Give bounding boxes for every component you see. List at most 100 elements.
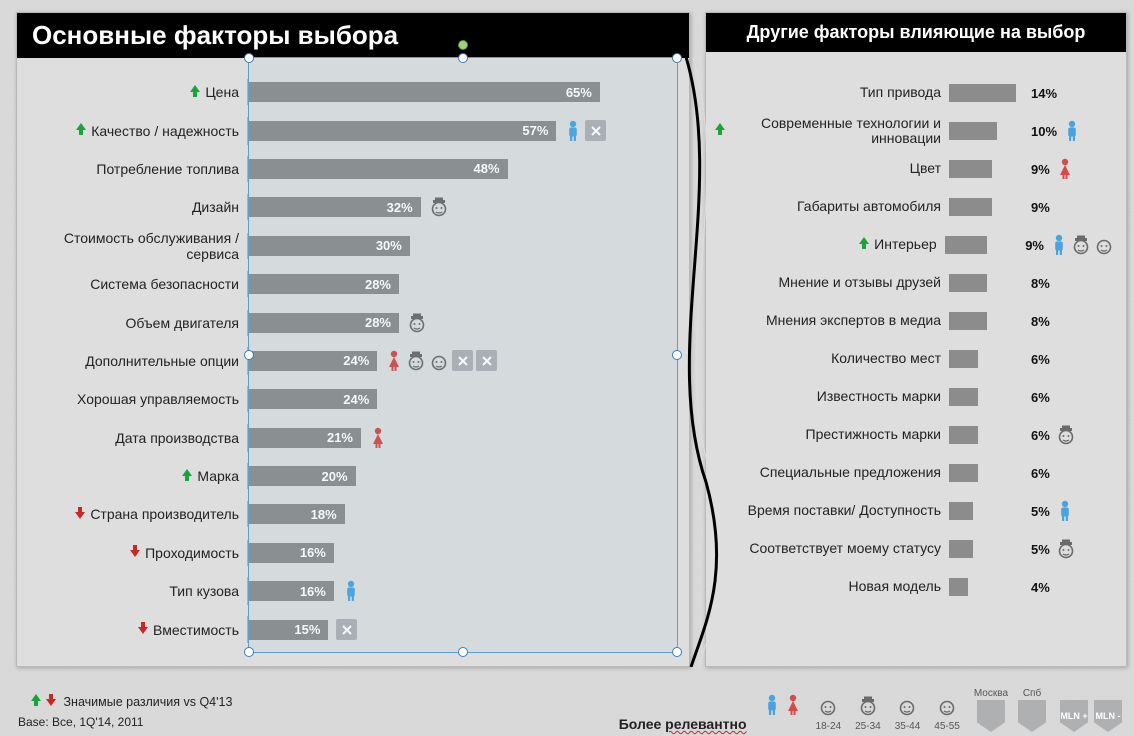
other-factor-value: 6% — [1031, 466, 1050, 481]
other-factor-label-text: Тип привода — [860, 85, 941, 100]
relevance-age-group: 45-55 — [934, 696, 960, 732]
factor-row: Вместимость 15% — [32, 610, 674, 648]
other-factor-label: Тип привода — [714, 85, 949, 100]
factor-label: Страна производитель — [32, 506, 247, 523]
main-factors-rows: Цена 65% Качество / надежность 57% Потре… — [17, 58, 689, 659]
factor-label-text: Дата производства — [115, 430, 239, 446]
age4-icon — [937, 696, 957, 719]
factor-bar: 65% — [247, 82, 600, 102]
other-factor-row: Мнения экспертов в медиа 8% — [714, 302, 1114, 340]
other-factor-label-text: Габариты автомобиля — [797, 199, 941, 214]
factor-label-text: Дизайн — [192, 199, 239, 215]
relevance-legend: Более релевантно 18-2425-3435-4445-55Мос… — [619, 688, 1122, 732]
factor-label: Дополнительные опции — [32, 353, 247, 369]
other-factor-bar-wrap — [949, 464, 1025, 482]
other-factor-bar — [949, 350, 978, 368]
significance-legend: Значимые различия vs Q4'13 — [18, 693, 232, 712]
factor-icons — [369, 427, 387, 449]
other-factor-label-text: Цвет — [910, 161, 941, 176]
other-factor-label-text: Специальные предложения — [760, 465, 941, 480]
factor-bar-cell: 20% — [247, 466, 674, 486]
other-factor-bar-wrap — [949, 160, 1025, 178]
other-factor-label: Современные технологии и инновации — [714, 116, 949, 147]
other-factor-row: Время поставки/ Доступность 5% — [714, 492, 1114, 530]
other-factor-label: Известность марки — [714, 389, 949, 404]
other-factor-label-text: Мнение и отзывы друзей — [778, 275, 941, 290]
other-factor-icons — [1056, 500, 1074, 522]
other-factor-row: Интерьер 9% — [714, 226, 1114, 264]
factor-row: Система безопасности 28% — [32, 265, 674, 303]
page-root: Основные факторы выбора Цена 65% Качеств… — [0, 0, 1134, 736]
other-factor-bar — [949, 160, 992, 178]
factor-bar-cell: 28% — [247, 313, 674, 333]
city-label: Спб — [1023, 688, 1041, 699]
other-factor-bar-wrap — [949, 312, 1025, 330]
other-factor-icons — [1056, 539, 1076, 559]
factor-row: Страна производитель 18% — [32, 495, 674, 533]
other-factor-value: 8% — [1031, 276, 1050, 291]
other-factor-bar-wrap — [949, 578, 1025, 596]
other-factor-label: Интерьер — [714, 236, 945, 253]
other-factor-label-text: Интерьер — [874, 237, 937, 252]
factor-icons — [385, 350, 497, 372]
arrow-down-icon — [135, 621, 149, 638]
city-label: Москва — [974, 688, 1008, 699]
other-factor-label: Мнения экспертов в медиа — [714, 313, 949, 328]
arrow-down-icon — [127, 544, 141, 561]
arrow-up-icon — [73, 122, 87, 139]
factor-bar: 28% — [247, 274, 399, 294]
other-factor-bar-wrap — [949, 198, 1025, 216]
arrow-up-icon — [858, 236, 870, 253]
factor-bar-cell: 15% — [247, 619, 674, 640]
other-factor-label: Соответствует моему статусу — [714, 541, 949, 556]
factor-bar-cell: 30% — [247, 236, 674, 256]
factor-bar: 32% — [247, 197, 421, 217]
other-factor-value: 4% — [1031, 580, 1050, 595]
other-factor-label: Количество мест — [714, 351, 949, 366]
factor-bar-cell: 65% — [247, 82, 674, 102]
other-factor-bar-wrap — [945, 236, 1020, 254]
mln-shield-icon: MLN - — [1094, 700, 1122, 732]
other-factor-label-text: Известность марки — [817, 389, 941, 404]
factor-bar: 24% — [247, 351, 377, 371]
other-factor-label-text: Мнения экспертов в медиа — [766, 313, 941, 328]
factor-row: Стоимость обслуживания /сервиса 30% — [32, 227, 674, 265]
other-factor-bar — [949, 578, 968, 596]
other-factor-bar — [949, 426, 978, 444]
factor-label: Проходимость — [32, 544, 247, 561]
other-factor-value: 6% — [1031, 390, 1050, 405]
arrow-up-icon — [714, 122, 726, 139]
factor-label-text: Качество / надежность — [91, 123, 239, 139]
significance-legend-text: Значимые различия vs Q4'13 — [63, 694, 232, 711]
factor-label-text: Объем двигателя — [125, 315, 239, 331]
footer-legend: Значимые различия vs Q4'13 Base: Все, 1Q… — [18, 693, 232, 730]
factor-label: Дата производства — [32, 430, 247, 446]
age3-icon — [897, 696, 917, 719]
other-factor-value: 9% — [1025, 238, 1044, 253]
other-factor-label-text: Современные технологии и инновации — [730, 116, 941, 147]
other-factor-bar — [949, 274, 987, 292]
factor-row: Проходимость 16% — [32, 534, 674, 572]
other-factor-value: 5% — [1031, 542, 1050, 557]
city-shield-icon — [1018, 700, 1046, 732]
factor-icons — [342, 580, 360, 602]
factor-icons — [336, 619, 357, 640]
other-factor-row: Количество мест 6% — [714, 340, 1114, 378]
factor-bar-cell: 21% — [247, 427, 674, 449]
other-factor-bar — [949, 198, 992, 216]
relevance-age-group: 18-24 — [816, 696, 842, 732]
other-factor-bar-wrap — [949, 540, 1025, 558]
other-factor-value: 9% — [1031, 162, 1050, 177]
factor-bar: 18% — [247, 504, 345, 524]
factor-label-text: Система безопасности — [90, 276, 239, 292]
other-factor-label-text: Новая модель — [849, 579, 942, 594]
age2-icon — [858, 696, 878, 719]
factor-bar: 57% — [247, 121, 556, 141]
other-factors-rows: Тип привода 14% Современные технологии и… — [706, 52, 1126, 616]
other-factor-bar — [949, 464, 978, 482]
other-factor-value: 6% — [1031, 352, 1050, 367]
other-factor-bar-wrap — [949, 350, 1025, 368]
other-factor-row: Мнение и отзывы друзей 8% — [714, 264, 1114, 302]
other-factor-value: 14% — [1031, 86, 1057, 101]
other-factor-bar-wrap — [949, 122, 1025, 140]
